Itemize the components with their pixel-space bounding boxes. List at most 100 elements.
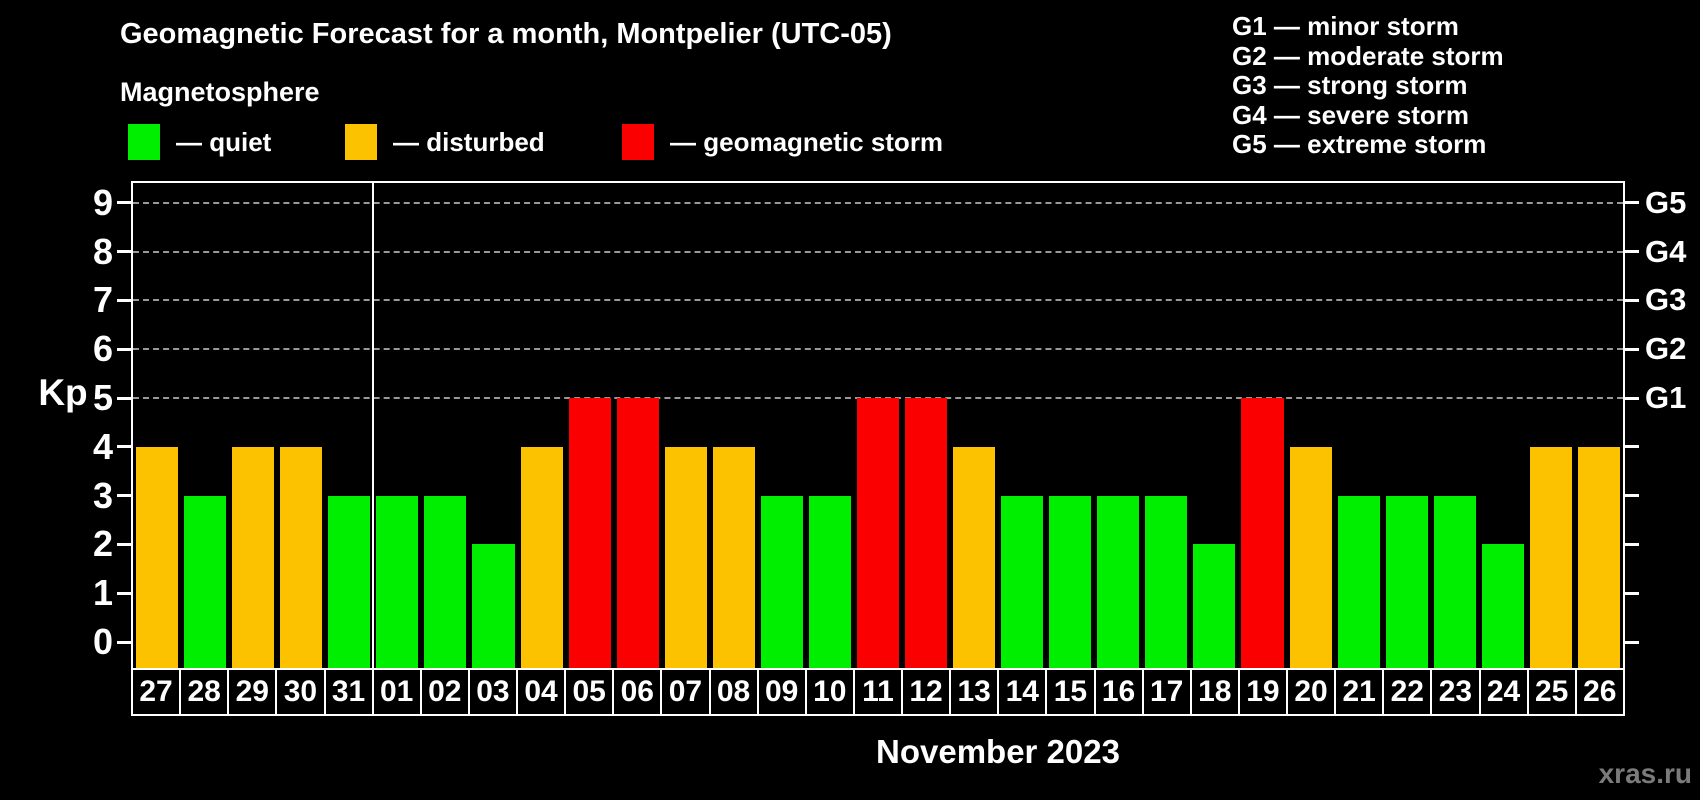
kp-bar-25 xyxy=(1529,446,1572,668)
kp-bar-05 xyxy=(568,398,611,668)
kp-bar-17 xyxy=(1145,495,1188,668)
g-scale-item-g5: G5 — extreme storm xyxy=(1232,129,1487,159)
day-label-cell-31: 31 xyxy=(325,670,374,714)
day-label-cell-08: 08 xyxy=(710,670,759,714)
y-axis-tick-2 xyxy=(117,542,131,546)
chart-subtitle: Magnetosphere xyxy=(120,77,320,107)
right-axis-tick-5 xyxy=(1625,396,1639,400)
day-label-cell-25: 25 xyxy=(1528,670,1577,714)
day-label-cell-02: 02 xyxy=(421,670,470,714)
day-label-cell-27: 27 xyxy=(133,670,182,714)
legend-label-storm: — geomagnetic storm xyxy=(670,126,944,157)
kp-bar-23 xyxy=(1433,495,1476,668)
day-label-cell-17: 17 xyxy=(1143,670,1192,714)
day-label-cell-16: 16 xyxy=(1095,670,1144,714)
gridline-kp9 xyxy=(133,201,1623,204)
right-axis-label-g1: G1 xyxy=(1645,380,1687,415)
kp-bar-22 xyxy=(1385,495,1428,668)
kp-bar-14 xyxy=(1001,495,1044,668)
kp-bar-07 xyxy=(664,446,707,668)
kp-bar-12 xyxy=(905,398,948,668)
day-label-cell-06: 06 xyxy=(614,670,663,714)
right-axis-tick-0 xyxy=(1625,640,1639,644)
day-label-cell-14: 14 xyxy=(999,670,1048,714)
right-axis-tick-3 xyxy=(1625,494,1639,498)
day-label-cell-19: 19 xyxy=(1239,670,1288,714)
legend-swatch-quiet-icon xyxy=(128,124,160,160)
legend-label-disturbed: — disturbed xyxy=(393,126,545,157)
right-axis-tick-4 xyxy=(1625,445,1639,449)
day-label-cell-05: 05 xyxy=(566,670,615,714)
kp-bar-27 xyxy=(136,446,179,668)
day-label-cell-04: 04 xyxy=(518,670,567,714)
right-axis-tick-1 xyxy=(1625,591,1639,595)
right-axis-tick-7 xyxy=(1625,298,1639,302)
y-axis-tick-label-0: 0 xyxy=(92,621,113,662)
g-scale-item-g4: G4 — severe storm xyxy=(1232,99,1470,130)
day-label-cell-24: 24 xyxy=(1480,670,1529,714)
kp-bar-24 xyxy=(1481,544,1524,668)
kp-bar-09 xyxy=(760,495,803,668)
kp-bar-15 xyxy=(1049,495,1092,668)
day-label-cell-07: 07 xyxy=(662,670,711,714)
day-label-cell-20: 20 xyxy=(1288,670,1337,714)
y-axis-tick-label-1: 1 xyxy=(92,572,113,614)
kp-bar-31 xyxy=(328,495,371,668)
right-axis-label-g3: G3 xyxy=(1645,282,1687,318)
day-label-cell-28: 28 xyxy=(181,670,230,714)
kp-bar-16 xyxy=(1097,495,1140,668)
plot-right-spine xyxy=(1623,181,1625,668)
legend-item-disturbed: — disturbed xyxy=(345,122,545,162)
kp-bar-21 xyxy=(1337,495,1380,668)
kp-bar-11 xyxy=(856,398,900,668)
plot-top-spine xyxy=(131,181,1625,183)
day-label-cell-11: 11 xyxy=(854,670,903,714)
day-label-cell-18: 18 xyxy=(1191,670,1240,714)
y-axis-tick-8 xyxy=(117,250,131,254)
kp-bar-01 xyxy=(376,495,419,668)
kp-bar-10 xyxy=(808,495,851,668)
day-label-cell-10: 10 xyxy=(806,670,855,714)
kp-bar-26 xyxy=(1577,446,1620,668)
plot-left-spine xyxy=(131,181,133,668)
y-axis-tick-6 xyxy=(117,347,131,351)
y-axis-tick-label-7: 7 xyxy=(92,279,113,321)
y-axis-tick-7 xyxy=(117,298,131,302)
chart-title: Geomagnetic Forecast for a month, Montpe… xyxy=(120,18,892,50)
kp-bar-20 xyxy=(1289,446,1332,668)
y-axis-tick-label-2: 2 xyxy=(92,523,113,565)
y-axis-tick-label-9: 9 xyxy=(92,181,113,223)
day-label-cell-21: 21 xyxy=(1336,670,1385,714)
kp-bar-03 xyxy=(472,544,515,668)
legend-item-quiet: — quiet xyxy=(128,122,271,162)
right-axis-label-g5: G5 xyxy=(1645,184,1687,220)
legend-label-quiet: — quiet xyxy=(176,126,272,157)
right-axis-tick-9 xyxy=(1625,201,1639,205)
kp-bar-08 xyxy=(712,446,755,668)
y-axis-tick-3 xyxy=(117,494,131,498)
y-axis-tick-9 xyxy=(117,201,131,205)
y-axis-tick-5 xyxy=(117,396,131,400)
g-scale-item-g2: G2 — moderate storm xyxy=(1232,40,1504,71)
g-scale-legend: G1 — minor storm G2 — moderate storm G3 — … xyxy=(1232,11,1504,160)
kp-bar-19 xyxy=(1241,398,1284,668)
gridline-kp6 xyxy=(133,348,1623,351)
y-axis-tick-1 xyxy=(117,591,131,595)
gridline-kp8 xyxy=(133,250,1623,253)
kp-bar-06 xyxy=(616,398,659,668)
kp-bar-28 xyxy=(184,495,227,668)
g-scale-item-g3: G3 — strong storm xyxy=(1232,70,1468,100)
y-axis-tick-4 xyxy=(117,445,131,449)
kp-bar-29 xyxy=(232,446,275,668)
kp-bar-02 xyxy=(424,495,467,668)
day-label-cell-15: 15 xyxy=(1047,670,1096,714)
watermark: xras.ru xyxy=(1598,758,1692,789)
right-axis-label-g2: G2 xyxy=(1645,331,1687,367)
day-label-cell-23: 23 xyxy=(1432,670,1481,714)
right-axis-tick-2 xyxy=(1625,542,1639,546)
kp-bar-13 xyxy=(953,446,996,668)
legend-swatch-disturbed-icon xyxy=(345,124,377,160)
y-axis-tick-label-8: 8 xyxy=(92,230,113,272)
day-label-cell-22: 22 xyxy=(1384,670,1433,714)
